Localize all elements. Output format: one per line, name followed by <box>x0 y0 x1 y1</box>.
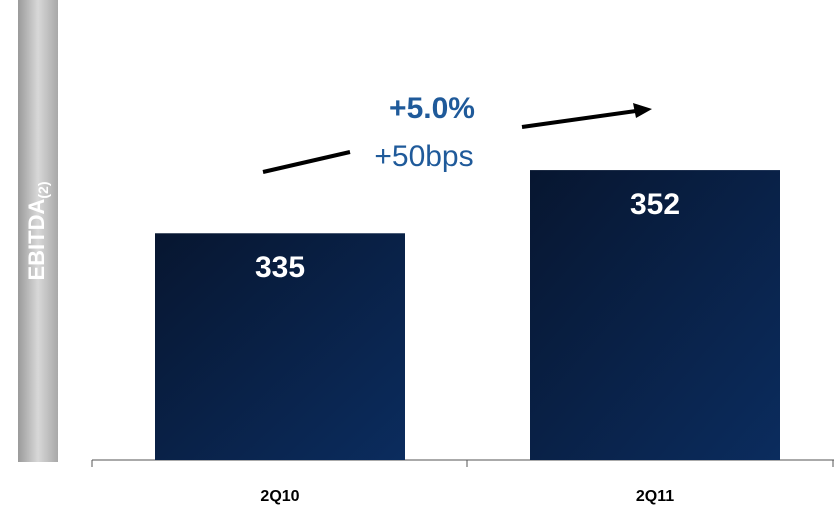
x-tick-label: 2Q10 <box>260 488 299 505</box>
y-label-note: (2) <box>35 181 51 198</box>
x-tick-label: 2Q11 <box>636 488 674 505</box>
value-label: 352 <box>630 188 680 221</box>
y-label-panel <box>18 0 58 462</box>
value-label: 335 <box>255 251 305 284</box>
y-label: EBITDA <box>24 199 49 281</box>
trend-arrow <box>521 109 637 129</box>
annotation-growth: +5.0% <box>389 92 475 125</box>
y-label-group: EBITDA(2) <box>24 181 51 280</box>
arrow-head <box>633 103 652 118</box>
trend-line <box>262 150 351 174</box>
annotation-margin: +50bps <box>374 140 473 173</box>
bar <box>530 170 780 460</box>
bar <box>155 233 405 460</box>
